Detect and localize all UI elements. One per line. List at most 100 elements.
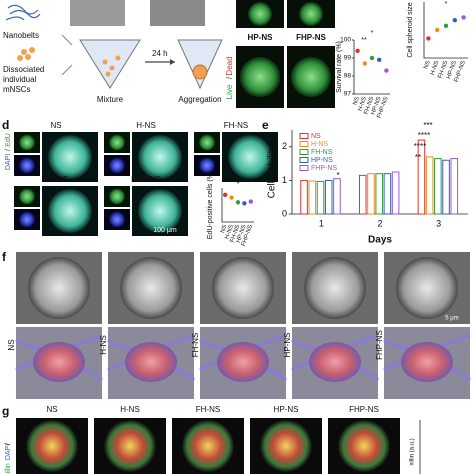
significance: *	[445, 1, 448, 8]
axis-title: Days	[368, 235, 392, 246]
cell	[401, 342, 453, 382]
sample-label: HP-NS	[44, 175, 69, 184]
label: Aggregation	[178, 95, 221, 104]
data-point	[229, 195, 234, 200]
sample-label: NS	[46, 405, 57, 414]
y-tick-label: 99	[344, 55, 352, 62]
significance: ****	[418, 131, 430, 140]
label: Mixture	[97, 95, 124, 104]
x-tick-label: H-NS	[358, 96, 369, 112]
sample-label: FH-NS	[224, 121, 248, 130]
label: FHP-NS	[296, 33, 326, 42]
sample-label: NS	[50, 121, 61, 130]
y-tick-label: 98	[344, 73, 352, 80]
spheroid	[138, 189, 182, 233]
label: individual	[3, 75, 37, 84]
x-tick-label: H-NS	[224, 224, 235, 240]
spheroid	[299, 2, 323, 26]
sample-label: H-NS	[120, 405, 140, 414]
bar	[450, 158, 459, 215]
rotated-label: Dead	[225, 56, 234, 75]
sample-label: FHP-NS	[375, 330, 384, 360]
sample-label: FH-NS	[196, 405, 220, 414]
rotated-label: /	[225, 76, 234, 79]
spheroid	[109, 211, 125, 228]
spheroid	[48, 135, 92, 179]
bar	[324, 179, 333, 215]
spheroid	[248, 2, 272, 26]
panel-letter: e	[262, 118, 269, 132]
bar	[383, 173, 392, 215]
bar	[434, 158, 442, 215]
cell	[217, 342, 269, 382]
axis-title: Cell spheroid size	[407, 2, 414, 57]
significance: *	[237, 181, 240, 188]
data-point	[435, 27, 440, 33]
y-tick-label: 100	[340, 37, 351, 44]
axis-title: EdU-positive cells (%)	[207, 171, 214, 239]
x-tick-label: NS	[352, 96, 360, 106]
sample-label: H-NS	[136, 121, 156, 130]
legend-swatch	[299, 141, 309, 147]
rotated-label: DAPI	[5, 444, 12, 460]
axis	[353, 40, 390, 95]
axis-title: Cell viability	[267, 146, 278, 199]
data-point	[426, 36, 431, 41]
x-tick-label: FH-NS	[229, 224, 241, 243]
spheroid	[199, 157, 215, 174]
spheroid	[19, 157, 35, 174]
y-tick-label: 97	[344, 91, 352, 98]
significance: ****	[414, 142, 426, 151]
spheroid	[239, 56, 281, 98]
spheroid	[212, 257, 274, 319]
rotated-label: /	[5, 149, 12, 151]
legend-swatch	[299, 165, 309, 171]
spheroid	[104, 420, 156, 472]
legend-label: HP-NS	[311, 157, 333, 164]
bar	[375, 173, 383, 215]
x-tick-label: 1	[319, 218, 324, 228]
panel-a-illustration	[5, 0, 223, 90]
bar	[333, 178, 341, 215]
significance: *	[336, 171, 339, 180]
bar	[425, 156, 434, 215]
legend-swatch	[299, 149, 309, 155]
x-tick-label: FH-NS	[363, 96, 375, 115]
data-point	[242, 201, 247, 206]
spheroid	[26, 420, 78, 472]
scale-bar-label: 100 μm	[153, 227, 177, 234]
bar	[358, 174, 367, 215]
data-point	[461, 15, 466, 20]
rotated-label: Live	[225, 84, 234, 99]
spheroid	[338, 420, 390, 472]
data-point	[235, 200, 241, 205]
spheroid	[19, 188, 35, 205]
label: Dissociated	[3, 65, 44, 74]
data-point	[377, 57, 382, 62]
sample-label: HP-NS	[274, 405, 299, 414]
spheroid	[19, 134, 35, 151]
axis	[423, 2, 468, 59]
legend-swatch	[299, 157, 309, 163]
bar	[417, 139, 426, 215]
data-point	[384, 68, 389, 73]
bar	[442, 159, 450, 215]
x-tick-label: 3	[436, 218, 441, 228]
y-tick-label: 2	[282, 141, 287, 151]
rotated-label: EdU	[5, 133, 12, 147]
axis	[221, 188, 254, 223]
label: mNSCs	[3, 85, 31, 94]
significance: **	[415, 153, 421, 162]
label: 24 h	[152, 49, 168, 58]
x-tick-label: 2	[377, 218, 382, 228]
spheroid	[120, 257, 182, 319]
bar	[308, 180, 317, 215]
y-tick-label: 1	[282, 175, 287, 185]
rotated-label: DAPI	[5, 154, 12, 170]
scale-bar-label: 5 μm	[445, 316, 458, 322]
spheroid	[228, 135, 272, 179]
rotated-label: /	[5, 443, 12, 445]
label: Nanobelts	[3, 31, 39, 40]
spheroid	[396, 257, 458, 319]
legend-label: FHP-NS	[311, 165, 337, 172]
